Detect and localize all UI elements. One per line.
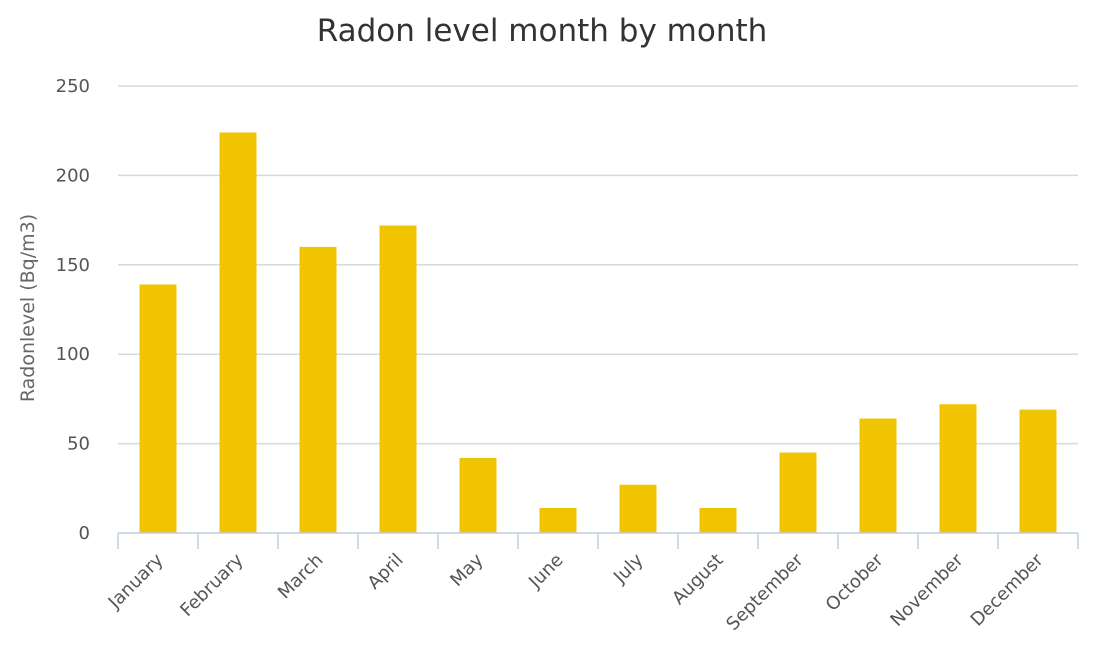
chart-title: Radon level month by month [317,13,768,49]
y-tick-label: 250 [56,76,90,97]
x-tick-label: June [524,550,567,593]
x-tick-labels: January February March April May June July Augu… [104,549,1048,635]
x-tick-label: July [609,549,648,588]
bar [779,452,817,533]
gridlines [118,85,1078,445]
x-tick-label: February [176,549,247,620]
x-tick-label: January [104,549,168,613]
bar [299,246,337,534]
y-tick-label: 150 [56,255,90,276]
x-tick-label: November [886,549,967,630]
y-tick-labels: 0 50 100 150 200 250 [56,76,90,544]
y-tick-label: 50 [67,434,90,455]
bar [939,404,977,533]
y-tick-label: 0 [79,523,90,544]
x-axis [117,532,1079,549]
bar [619,484,657,533]
x-tick-label: December [967,549,1048,630]
y-tick-label: 100 [56,344,90,365]
bar [539,507,577,533]
y-tick-label: 200 [56,165,90,186]
bar [699,507,737,533]
bar [139,284,177,533]
bar [219,132,257,533]
x-tick-label: October [822,549,888,615]
x-tick-label: September [722,549,808,635]
bar [1019,409,1057,533]
bar [859,418,897,533]
bars [139,132,1057,534]
x-tick-label: May [446,549,487,590]
bar [459,457,497,533]
x-tick-label: August [668,550,727,609]
bar [379,225,417,534]
x-tick-label: April [364,550,408,594]
x-tick-label: March [274,550,328,604]
y-axis-label: Radonlevel (Bq/m3) [17,214,39,402]
